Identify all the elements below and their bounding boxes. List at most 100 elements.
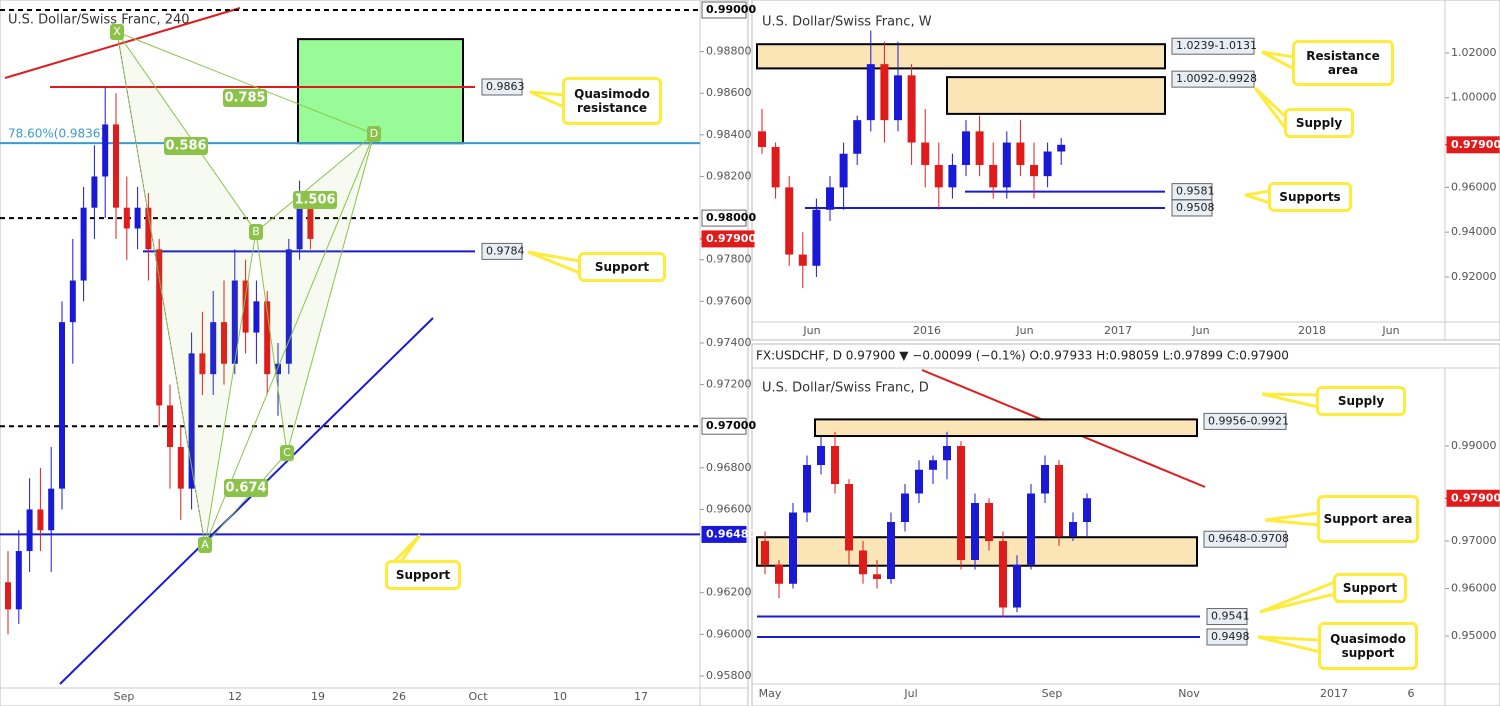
y-tick-label: 0.96000 [1451, 582, 1497, 595]
x-tick-label: Sep [114, 690, 135, 703]
level-axis-label: 0.96480 [706, 527, 756, 540]
pattern-ratio-box [223, 89, 267, 107]
callout: Quasimodo support [1318, 622, 1418, 670]
candle-body [1057, 144, 1066, 152]
callout: Quasimodo resistance [562, 77, 662, 125]
candle-body [831, 446, 839, 485]
candle-body [921, 142, 930, 165]
candle-body [307, 201, 314, 239]
callout: Supply [1316, 386, 1406, 416]
zone [756, 43, 1166, 70]
y-tick-label: 0.97800 [706, 253, 752, 266]
level-label-box [1206, 628, 1248, 646]
candle-body [1016, 142, 1025, 165]
pattern-point-box [280, 445, 294, 461]
pattern-point: A [201, 538, 209, 551]
candle-body [123, 207, 130, 229]
candle-body [785, 187, 794, 255]
x-tick-label: May [759, 687, 782, 700]
pattern-point: B [252, 225, 260, 238]
candle-body [231, 280, 238, 364]
candle-body [758, 131, 766, 148]
y-tick-label: 0.98400 [706, 128, 752, 141]
pattern-ratio: 0.674 [225, 481, 266, 496]
candle-body [845, 484, 853, 551]
candle-body [880, 64, 889, 121]
candle-body [1030, 164, 1038, 177]
pattern-point: C [283, 446, 291, 459]
pattern-point-box [367, 126, 381, 142]
candle-body [907, 75, 916, 143]
callout: Support [1333, 573, 1407, 603]
x-tick-label: Jun [1381, 324, 1399, 337]
zone [946, 76, 1166, 115]
y-tick-label: 0.95800 [706, 669, 752, 682]
candle-body [826, 187, 834, 210]
candle-body [817, 446, 825, 466]
candle-body [275, 363, 281, 375]
x-tick-label: Nov [1178, 687, 1200, 700]
candle-body [156, 249, 163, 406]
candle-body [69, 280, 76, 323]
pattern-bcd [255, 132, 375, 454]
candle-body [943, 446, 951, 461]
last-price-label-box [701, 230, 755, 248]
level-label-box [481, 242, 523, 260]
candle-body [167, 405, 173, 448]
level-axis-label: 0.99000 [706, 3, 756, 16]
pattern-xa [116, 31, 206, 546]
candle-body [296, 201, 303, 250]
callout: Supply [1284, 108, 1354, 138]
candle-body [975, 131, 984, 165]
zone-label: 0.9648-0.9708 [1208, 532, 1289, 545]
zone-label-box [1171, 70, 1255, 88]
pattern-point: D [370, 127, 378, 140]
candle-body [957, 446, 965, 561]
last-price-label-box [1446, 489, 1500, 507]
level-label-box [1171, 199, 1213, 217]
candle-body [1002, 142, 1011, 188]
zone-label: 1.0092-0.9928 [1176, 72, 1257, 85]
callout: Support [385, 560, 461, 590]
level-label-box [1206, 608, 1248, 626]
zone-label-box [1203, 412, 1287, 430]
zone-label: 1.0239-1.0131 [1176, 39, 1257, 52]
y-tick-label: 0.96600 [706, 502, 752, 515]
y-tick-label: 0.98200 [706, 169, 752, 182]
level-axis-label: 0.97000 [706, 419, 756, 432]
y-tick-label: 0.94000 [1451, 225, 1497, 238]
candle-body [962, 131, 970, 165]
candle-body [771, 147, 780, 188]
candle-body [37, 509, 44, 531]
y-tick-label: 0.97600 [706, 294, 752, 307]
candle-body [989, 164, 998, 188]
level-axis-label-box [701, 525, 747, 543]
candle-body [177, 447, 184, 489]
candle-body [1069, 522, 1077, 537]
zone [297, 38, 464, 145]
y-tick-label: 0.96200 [706, 586, 752, 599]
pattern-point-box [110, 24, 124, 40]
x-tick-label: 26 [392, 690, 406, 703]
candle-body [934, 164, 943, 188]
candle-body [5, 582, 11, 610]
x-tick-label: Jun [1015, 324, 1033, 337]
y-tick-label: 0.96000 [706, 627, 752, 640]
candle-body [1083, 498, 1091, 523]
candle-body [761, 541, 769, 565]
pattern-ratio: 0.586 [165, 139, 206, 154]
candle-body [91, 176, 98, 208]
callout: Support [578, 252, 666, 282]
candle-body [853, 120, 862, 154]
candle-body [1027, 493, 1035, 565]
callout: Resistance area [1292, 40, 1394, 86]
callout: Supports [1268, 182, 1352, 212]
candle-body [915, 469, 923, 494]
level-axis-label-box [701, 417, 747, 435]
x-tick-label: Oct [468, 690, 488, 703]
candle-body [812, 209, 821, 266]
x-tick-label: 2018 [1298, 324, 1326, 337]
x-tick-label: Sep [1042, 687, 1063, 700]
candle-body [859, 550, 867, 575]
